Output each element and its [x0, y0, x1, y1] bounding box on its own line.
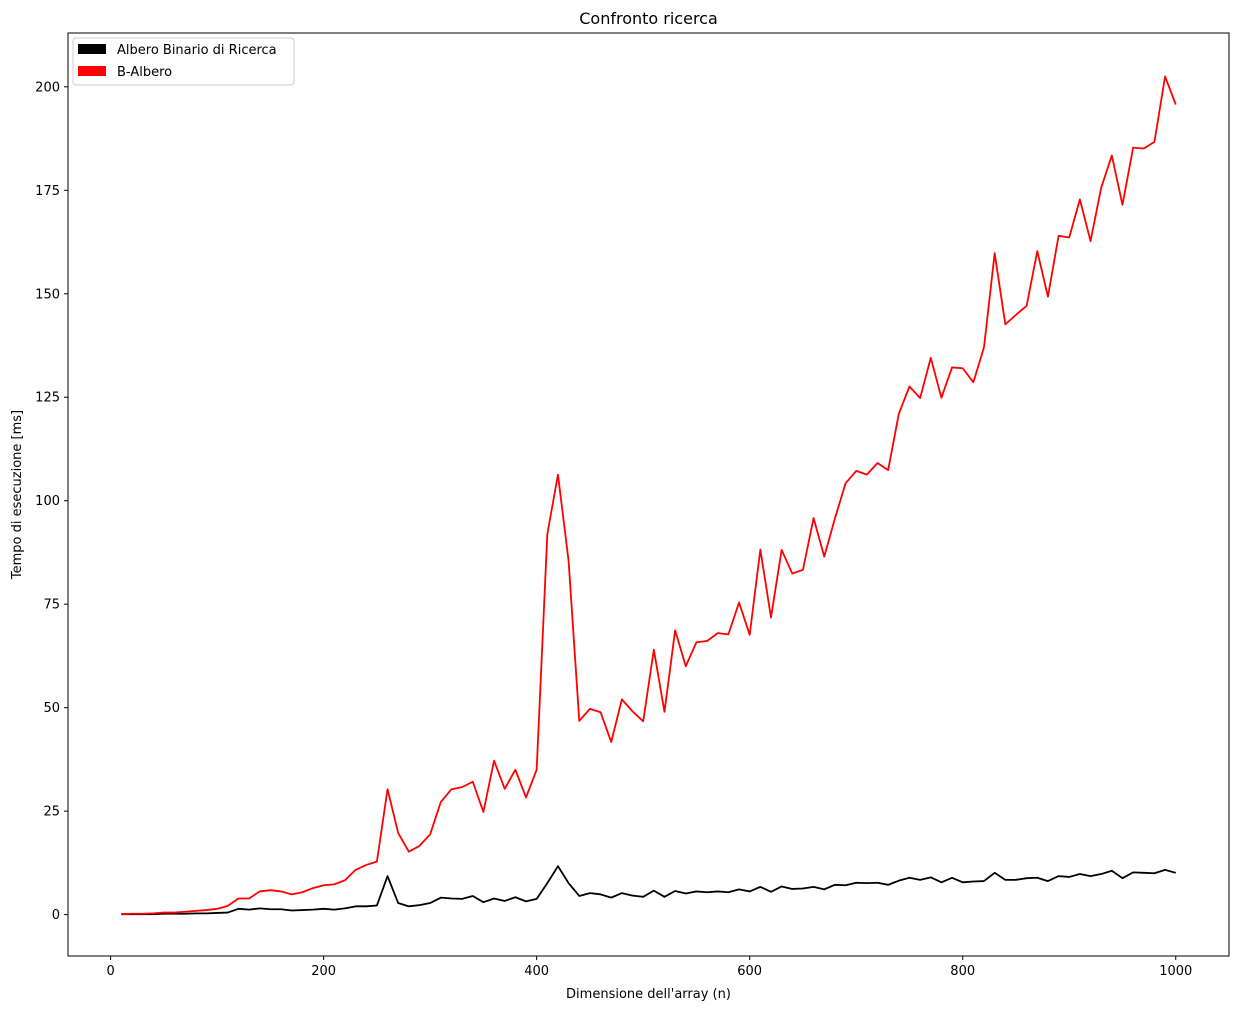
- series-line-2: [121, 75, 1177, 916]
- plot-frame: [67, 32, 1230, 957]
- x-axis-label: Dimensione dell'array (n): [566, 987, 731, 1002]
- chart-title: Confronto ricerca: [579, 9, 718, 28]
- y-tick-label: 175: [35, 184, 60, 199]
- y-tick-label: 100: [35, 494, 60, 509]
- x-tick-label: 600: [737, 964, 762, 979]
- legend: Albero Binario di Ricerca B-Albero: [72, 37, 295, 86]
- y-tick-label: 50: [43, 701, 60, 716]
- y-tick-label: 75: [43, 598, 60, 613]
- y-tick-label: 150: [35, 287, 60, 302]
- y-tick-label: 125: [35, 391, 60, 406]
- legend-label: Albero Binario di Ricerca: [117, 43, 277, 58]
- series-line-1: [121, 865, 1176, 916]
- legend-label: B-Albero: [117, 65, 172, 80]
- y-tick-label: 200: [35, 80, 60, 95]
- legend-box: [72, 37, 295, 86]
- x-tick-label: 800: [950, 964, 975, 979]
- y-tick-label: 0: [52, 908, 60, 923]
- series-layer: [121, 75, 1177, 916]
- y-tick-label: 25: [43, 805, 60, 820]
- legend-swatch: [78, 44, 106, 54]
- legend-swatch: [78, 66, 106, 76]
- y-axis-label: Tempo di esecuzione [ms]: [10, 410, 25, 580]
- x-tick-label: 200: [311, 964, 336, 979]
- x-tick-label: 0: [106, 964, 114, 979]
- y-axis: 0 25 50 75 100 125 150 175 200: [35, 80, 68, 923]
- x-tick-label: 1000: [1159, 964, 1192, 979]
- x-axis: 0 200 400 600 800 1000: [106, 956, 1192, 979]
- x-tick-label: 400: [524, 964, 549, 979]
